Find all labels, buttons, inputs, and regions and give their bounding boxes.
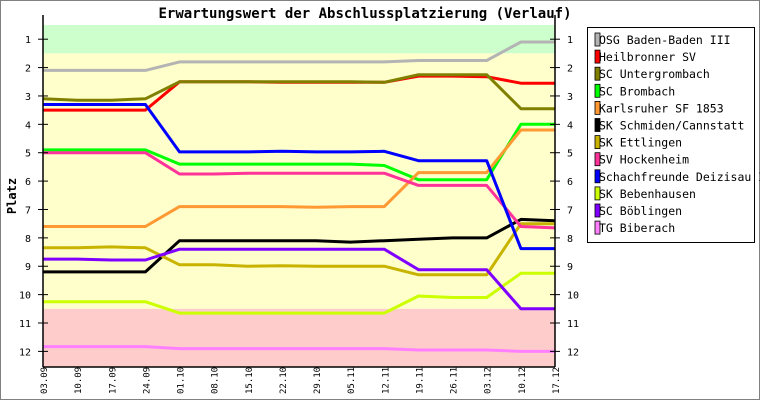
- legend-swatch: [594, 66, 601, 81]
- series-line-5: [43, 217, 556, 274]
- x-tick-label: 22.10: [279, 367, 289, 394]
- y-tick-label-left: 9: [25, 262, 31, 273]
- legend-box: [587, 27, 755, 243]
- x-tick-label: 10.09: [74, 367, 84, 394]
- x-tick-label: 05.11: [347, 367, 357, 394]
- legend-label: TG Biberach: [599, 221, 675, 235]
- x-tick-label: 01.10: [177, 367, 187, 394]
- legend-label: SC Brombach: [599, 84, 675, 98]
- legend-swatch: [594, 101, 601, 115]
- y-tick-label-left: 3: [25, 92, 31, 103]
- series-line-3: [43, 122, 555, 182]
- legend-swatch: [594, 49, 601, 64]
- y-tick-label-left: 7: [25, 205, 31, 216]
- legend-swatch: [594, 152, 601, 167]
- legend-label: SK Bebenhausen: [599, 187, 696, 201]
- y-tick-label-left: 1: [25, 35, 31, 46]
- legend-label: SC Untergrombach: [599, 67, 710, 81]
- legend-label: SV Hockenheim: [599, 153, 689, 167]
- y-axis-label: Platz: [5, 178, 19, 214]
- band-relegation: [43, 308, 555, 367]
- series-line-2: [42, 73, 555, 111]
- y-tick-label-left: 11: [19, 319, 31, 330]
- legend-label: Karlsruher SF 1853: [599, 101, 724, 115]
- x-tick-label: 08.10: [211, 367, 221, 394]
- y-tick-label-left: 12: [19, 347, 31, 358]
- legend-label: SK Schmiden/Cannstatt: [599, 119, 744, 133]
- legend-swatch: [594, 135, 601, 150]
- x-tick-label: 19.11: [415, 367, 425, 394]
- legend-swatch: [594, 169, 601, 184]
- legend: OSG Baden-Baden III Heilbronner SV SC Unte…: [587, 27, 760, 243]
- y-tick-label-right: 9: [567, 262, 573, 273]
- legend-swatch: [594, 118, 601, 132]
- y-tick-label-right: 1: [567, 35, 573, 46]
- y-tick-label-right: 3: [567, 92, 573, 103]
- chart-title: Erwartungswert der Abschlussplatzierung …: [158, 6, 571, 22]
- y-tick-label-left: 6: [25, 177, 31, 188]
- y-tick-label-right: 6: [567, 177, 573, 188]
- series-lines: [42, 40, 556, 353]
- y-tick-label-right: 2: [567, 64, 573, 75]
- y-tick-label-right: 10: [567, 291, 579, 302]
- series-line-11: [43, 345, 555, 353]
- x-tick-label: 03.09: [40, 367, 50, 394]
- legend-label: Schachfreunde Deizisau II: [599, 170, 760, 184]
- x-tick-label: 03.12: [484, 367, 494, 394]
- x-tick-label: 15.10: [245, 367, 255, 394]
- legend-swatch: [594, 220, 601, 235]
- y-tick-label-right: 7: [567, 205, 573, 216]
- x-tick-label: 10.12: [518, 367, 528, 394]
- legend-label: OSG Baden-Baden III: [599, 33, 731, 47]
- x-tick-label: 12.11: [381, 367, 391, 394]
- series-line-6: [43, 222, 555, 277]
- series-line-4: [43, 128, 555, 228]
- y-tick-label-left: 2: [25, 64, 31, 75]
- x-tick-label: 17.12: [552, 367, 562, 394]
- y-tick-label-left: 10: [19, 291, 31, 302]
- legend-swatch: [594, 83, 601, 98]
- series-line-10: [43, 247, 555, 311]
- y-tick-label-left: 4: [25, 120, 31, 131]
- legend-label: SK Ettlingen: [599, 136, 682, 150]
- y-tick-label-left: 8: [25, 234, 31, 245]
- series-line-0: [43, 40, 555, 72]
- band-promotion: [43, 25, 555, 54]
- legend-swatch: [594, 186, 601, 201]
- x-tick-label: 29.10: [313, 367, 323, 394]
- x-tick-label: 24.09: [142, 367, 152, 394]
- legend-swatch: [594, 203, 601, 218]
- x-tick-label: 26.11: [450, 367, 460, 394]
- series-line-9: [43, 271, 555, 315]
- series-line-8: [43, 103, 555, 251]
- y-tick-label-right: 4: [567, 120, 573, 131]
- y-tick-label-right: 12: [567, 347, 579, 358]
- y-tick-label-left: 5: [25, 149, 31, 160]
- y-tick-label-right: 5: [567, 149, 573, 160]
- legend-label: Heilbronner SV: [599, 50, 696, 64]
- legend-label: SC Böblingen: [599, 204, 682, 218]
- legend-swatch: [594, 32, 601, 47]
- y-tick-label-right: 11: [567, 319, 579, 330]
- y-tick-label-right: 8: [567, 234, 573, 245]
- x-tick-label: 17.09: [108, 367, 118, 394]
- series-line-7: [43, 151, 556, 230]
